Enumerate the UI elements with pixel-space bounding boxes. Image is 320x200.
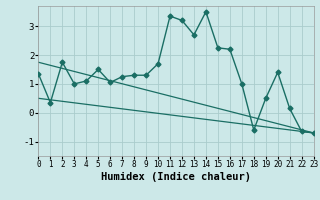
- X-axis label: Humidex (Indice chaleur): Humidex (Indice chaleur): [101, 172, 251, 182]
